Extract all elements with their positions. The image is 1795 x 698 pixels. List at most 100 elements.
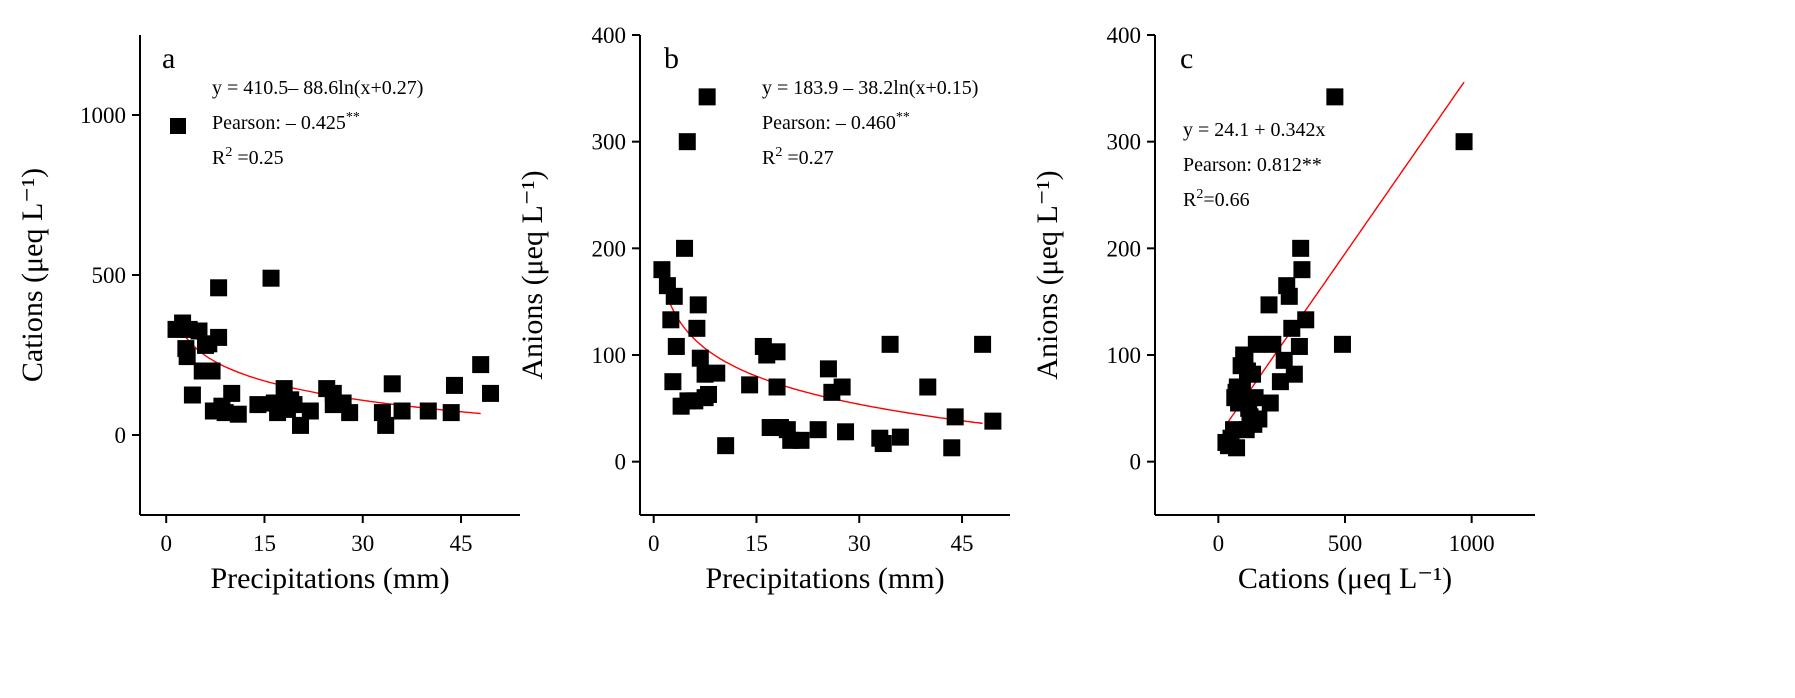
data-point (249, 396, 267, 414)
data-point (445, 376, 463, 394)
x-axis-title: Cations (μeq L⁻¹) (1238, 562, 1452, 595)
annotation-text: y = 24.1 + 0.342x (1183, 119, 1326, 141)
data-point (1275, 351, 1293, 369)
data-point (741, 376, 759, 394)
data-point (1250, 410, 1268, 428)
data-point (203, 362, 221, 380)
data-point (1264, 335, 1282, 353)
data-point (708, 364, 726, 382)
data-point (1293, 261, 1311, 279)
data-point (700, 385, 718, 403)
annotation-line: R2 =0.25 (212, 145, 284, 169)
x-tick-label: 30 (351, 531, 374, 556)
panel-c: 0 500 1000 0 100 200 300 400 Cations (μeq L⁻¹) An… (1031, 23, 1535, 595)
data-point (891, 428, 909, 446)
data-point (833, 378, 851, 396)
data-point (183, 386, 201, 404)
data-point (837, 423, 855, 441)
data-point (393, 402, 411, 420)
annotation-superscript: 2 (775, 145, 782, 160)
annotation-line: y = 183.9 – 38.2ln(x+0.15) (762, 77, 978, 99)
annotation-text: Pearson: – 0.460 (762, 112, 896, 134)
data-point (984, 412, 1002, 430)
data-point (285, 396, 303, 414)
y-tick-label: 1000 (80, 103, 126, 128)
x-tick-label: 45 (951, 531, 974, 556)
annotation-line: y = 24.1 + 0.342x (1183, 119, 1326, 141)
annotation-text: Pearson: – 0.425 (212, 112, 346, 134)
data-point (691, 349, 709, 367)
y-axis-title: Anions (μeq L⁻¹) (516, 170, 549, 379)
data-point (653, 261, 671, 279)
data-point (1292, 239, 1310, 257)
y-axis-title: Anions (μeq L⁻¹) (1031, 170, 1064, 379)
y-tick-label: 200 (592, 236, 627, 261)
annotation-superscript: 2 (225, 145, 232, 160)
annotation-text: y = 410.5– 88.6ln(x+0.27) (212, 77, 423, 99)
data-point (1260, 296, 1278, 314)
annotation-superscript: 2 (1196, 187, 1203, 202)
y-tick-label: 0 (615, 450, 627, 475)
x-tick-label: 0 (160, 531, 172, 556)
legend-marker (170, 118, 186, 134)
data-point (1290, 337, 1308, 355)
y-tick-label: 300 (592, 130, 627, 155)
data-point (419, 402, 437, 420)
data-point (678, 133, 696, 151)
panel-a: 0 15 30 45 0 500 1000 Precipitations (mm) Cation… (16, 35, 520, 595)
data-point (292, 416, 310, 434)
x-tick-label: 15 (745, 531, 768, 556)
panel-b: 0 15 30 45 0 100 200 300 400 Precipitations (mm) A… (516, 23, 1010, 595)
annotation-tail: =0.66 (1203, 189, 1249, 211)
data-point (1455, 133, 1473, 151)
y-tick-label: 100 (1107, 343, 1142, 368)
data-point (223, 384, 241, 402)
data-point (676, 239, 694, 257)
data-point (717, 437, 735, 455)
annotation-superscript: ** (346, 110, 360, 125)
x-tick-label: 1000 (1449, 531, 1495, 556)
data-point (377, 416, 395, 434)
data-point (874, 435, 892, 453)
annotation-text: Pearson: 0.812** (1183, 154, 1322, 176)
data-point (1271, 373, 1289, 391)
data-point (1244, 365, 1262, 383)
data-point (190, 322, 208, 340)
x-axis-title: Precipitations (mm) (210, 562, 449, 595)
data-point (1333, 335, 1351, 353)
data-point (1280, 287, 1298, 305)
data-point (768, 343, 786, 361)
data-point (689, 296, 707, 314)
data-point (301, 402, 319, 420)
data-point (1326, 88, 1344, 106)
panel-letter: a (162, 42, 175, 75)
annotation-line: R2 =0.27 (762, 145, 834, 169)
data-point (341, 404, 359, 422)
y-tick-label: 100 (592, 343, 627, 368)
data-point (1247, 335, 1265, 353)
annotation-tail: =0.25 (232, 147, 283, 169)
y-tick-label: 200 (1107, 236, 1142, 261)
data-point (664, 373, 682, 391)
data-point (472, 356, 490, 374)
y-tick-label: 300 (1107, 130, 1142, 155)
data-point (698, 88, 716, 106)
data-point (819, 360, 837, 378)
x-tick-label: 45 (450, 531, 473, 556)
data-point (1246, 389, 1264, 407)
x-tick-label: 0 (648, 531, 660, 556)
data-point (178, 348, 196, 366)
annotation-tail: =0.27 (782, 147, 833, 169)
data-point (442, 404, 460, 422)
data-point (809, 421, 827, 439)
data-point (667, 337, 685, 355)
annotation-line: R2=0.66 (1183, 187, 1250, 211)
data-point (688, 319, 706, 337)
y-tick-label: 400 (1107, 23, 1142, 48)
fit-curve (663, 285, 983, 425)
annotation-superscript: ** (896, 110, 910, 125)
annotation-line: y = 410.5– 88.6ln(x+0.27) (212, 77, 423, 99)
fit-curve (1225, 81, 1465, 426)
data-point (1261, 394, 1279, 412)
